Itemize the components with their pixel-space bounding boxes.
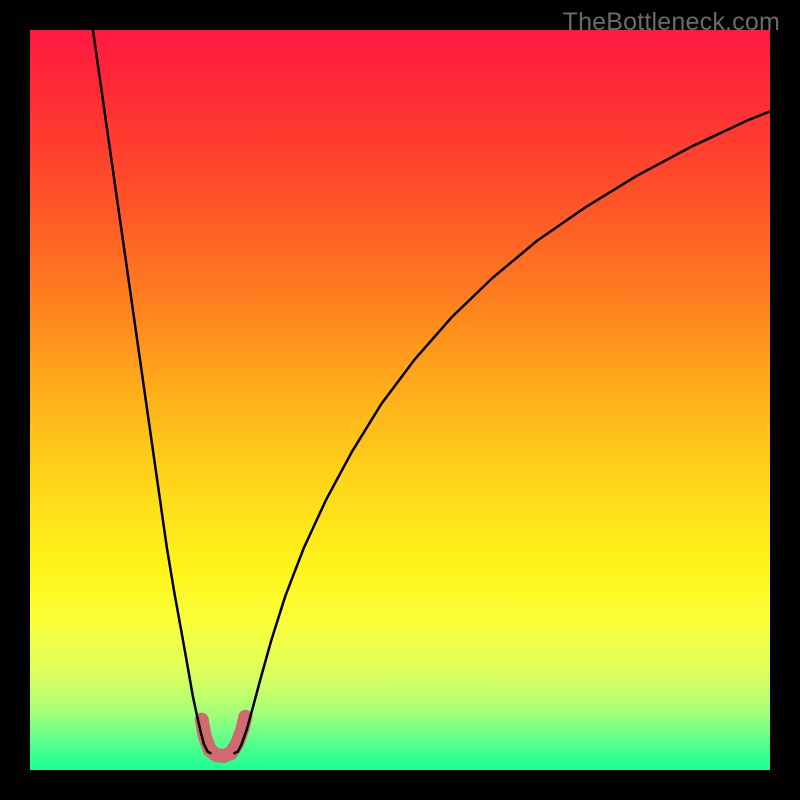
gradient-background (30, 30, 770, 770)
bottleneck-curve-chart (0, 0, 800, 800)
chart-container: TheBottleneck.com (0, 0, 800, 800)
